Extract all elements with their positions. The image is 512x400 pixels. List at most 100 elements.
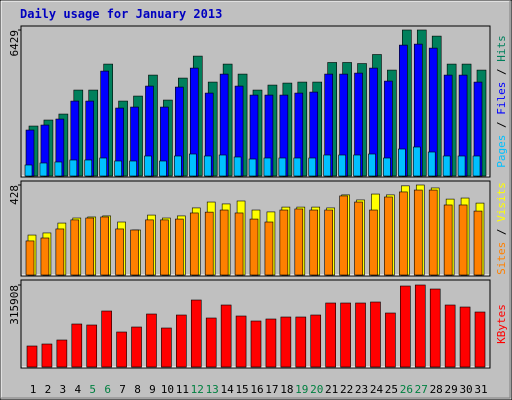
bar <box>24 164 33 177</box>
bar <box>457 155 466 177</box>
legend-separator: / <box>495 62 508 82</box>
bar <box>442 155 451 177</box>
bar <box>220 304 232 368</box>
bar <box>205 317 217 368</box>
bar <box>219 209 229 276</box>
bar <box>249 218 259 276</box>
bar <box>176 314 187 368</box>
bar <box>413 189 423 276</box>
legend: Sites / Visits <box>495 182 508 275</box>
bar <box>131 326 142 368</box>
chart-title: Daily usage for January 2013 <box>20 7 222 21</box>
bar <box>160 219 169 276</box>
bar <box>308 157 317 177</box>
x-tick-label: 28 <box>430 383 443 396</box>
x-tick-label: 15 <box>235 383 248 396</box>
bar <box>70 219 80 276</box>
y-tick-label: 6429 <box>8 30 21 57</box>
bar <box>54 161 63 177</box>
bar <box>355 302 366 368</box>
bar <box>55 228 65 276</box>
bar <box>339 195 348 276</box>
bar <box>340 302 351 368</box>
bar <box>278 157 287 177</box>
y-tick-label: 428 <box>8 185 21 205</box>
x-tick-label: 1 <box>30 383 37 396</box>
x-tick-label: 26 <box>400 383 413 396</box>
bar <box>353 154 361 177</box>
bar <box>383 157 391 177</box>
x-tick-label: 25 <box>385 383 398 396</box>
bar <box>116 331 127 368</box>
bar <box>368 153 376 177</box>
x-tick-label: 29 <box>445 383 458 396</box>
bar <box>428 189 438 276</box>
bar <box>399 191 408 276</box>
legend-separator: / <box>495 115 508 135</box>
bar <box>248 158 257 177</box>
bar <box>472 155 481 177</box>
legend-entry: Pages <box>495 135 508 168</box>
bar <box>279 209 289 276</box>
legend-entry: Visits <box>495 182 508 222</box>
bar <box>86 324 98 368</box>
bar <box>264 221 274 276</box>
bar <box>429 288 441 368</box>
legend: KBytes <box>495 304 508 344</box>
bar <box>130 229 139 276</box>
x-tick-label: 27 <box>415 383 428 396</box>
x-tick-label: 16 <box>250 383 263 396</box>
bar <box>443 204 453 276</box>
bar <box>159 160 167 177</box>
bar <box>265 318 277 368</box>
bar <box>444 304 456 368</box>
bar <box>233 156 242 177</box>
bar <box>129 160 137 177</box>
legend-entry: Hits <box>495 35 508 62</box>
bar <box>323 154 331 177</box>
x-tick-label: 13 <box>206 383 219 396</box>
bar <box>369 209 378 276</box>
bar <box>280 316 292 368</box>
bar <box>398 148 406 177</box>
x-tick-label: 20 <box>310 383 323 396</box>
x-tick-label: 19 <box>295 383 308 396</box>
bar <box>204 211 214 276</box>
bar <box>218 154 227 177</box>
x-tick-label: 3 <box>60 383 67 396</box>
bar <box>174 155 182 177</box>
bar <box>41 343 53 368</box>
legend-entry: KBytes <box>495 304 508 344</box>
x-tick-label: 4 <box>74 383 81 396</box>
x-tick-label: 5 <box>89 383 96 396</box>
bar <box>427 151 436 177</box>
bar <box>71 323 83 368</box>
x-tick-label: 18 <box>280 383 293 396</box>
bar <box>115 228 124 276</box>
bar <box>190 299 202 368</box>
x-tick-label: 14 <box>221 383 235 396</box>
bar <box>144 155 152 177</box>
x-tick-label: 30 <box>459 383 472 396</box>
bar <box>338 154 346 177</box>
x-tick-label: 10 <box>161 383 174 396</box>
x-tick-label: 17 <box>265 383 278 396</box>
bar <box>145 219 154 276</box>
bar <box>354 201 363 276</box>
bar <box>309 209 319 276</box>
bar <box>385 312 396 368</box>
bar <box>325 302 336 368</box>
x-tick-label: 23 <box>355 383 368 396</box>
bar <box>310 314 322 368</box>
bar <box>458 204 468 276</box>
bar <box>263 157 272 177</box>
bar <box>114 160 122 177</box>
bar <box>40 237 50 276</box>
bar <box>294 208 304 276</box>
y-tick-label: 315908 <box>8 285 21 325</box>
bar <box>474 311 486 368</box>
bar <box>161 327 172 368</box>
legend: Pages / Files / Hits <box>495 35 508 168</box>
bar <box>26 345 38 368</box>
